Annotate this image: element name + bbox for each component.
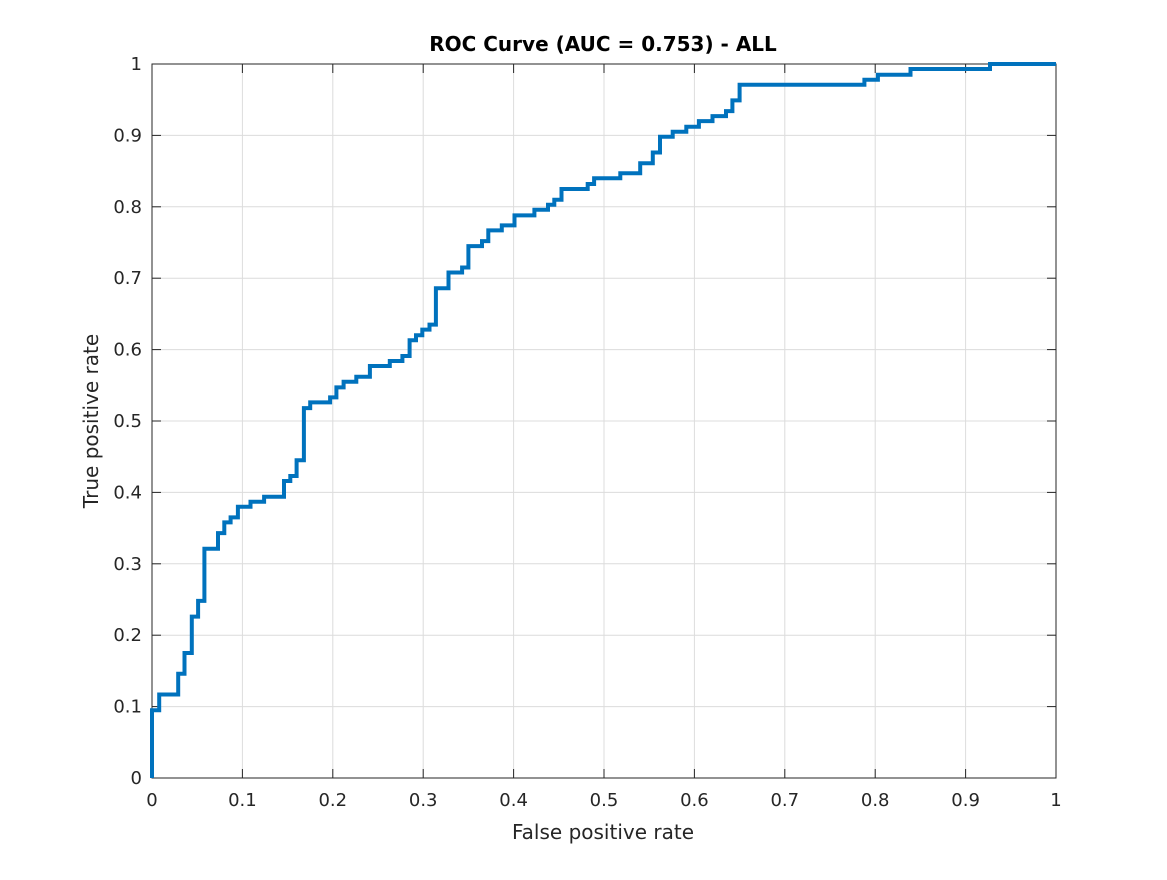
x-tick-label: 0.8 — [861, 790, 890, 811]
x-tick-label: 0.1 — [228, 790, 257, 811]
y-tick-label: 1 — [131, 54, 142, 75]
x-tick-label: 0.3 — [409, 790, 438, 811]
chart-title: ROC Curve (AUC = 0.753) - ALL — [429, 32, 777, 56]
y-tick-label: 0 — [131, 768, 142, 789]
x-axis-label: False positive rate — [512, 820, 694, 844]
y-tick-label: 0.7 — [113, 268, 142, 289]
x-tick-label: 1 — [1050, 790, 1061, 811]
x-tick-label: 0.2 — [318, 790, 347, 811]
y-axis-label: True positive rate — [79, 334, 103, 509]
y-tick-label: 0.6 — [113, 340, 142, 361]
x-tick-label: 0.6 — [680, 790, 709, 811]
axes-box — [151, 63, 1057, 779]
y-tick-label: 0.8 — [113, 197, 142, 218]
y-tick-label: 0.9 — [113, 125, 142, 146]
x-tick-label: 0.5 — [590, 790, 619, 811]
y-tick-labels: 0 0.1 0.2 0.3 0.4 0.5 0.6 0.7 0.8 0.9 1 — [113, 54, 142, 789]
series-layer — [150, 62, 1056, 778]
x-tick-label: 0.7 — [770, 790, 799, 811]
x-tick-labels: 0 0.1 0.2 0.3 0.4 0.5 0.6 0.7 0.8 0.9 1 — [146, 790, 1061, 811]
y-tick-label: 0.2 — [113, 625, 142, 646]
x-tick-label: 0.4 — [499, 790, 528, 811]
y-tick-label: 0.1 — [113, 697, 142, 718]
x-tick-label: 0.9 — [951, 790, 980, 811]
y-tick-label: 0.4 — [113, 482, 142, 503]
roc-curve-line — [150, 62, 1056, 778]
y-tick-label: 0.3 — [113, 554, 142, 575]
x-tick-label: 0 — [146, 790, 157, 811]
y-tick-label: 0.5 — [113, 411, 142, 432]
